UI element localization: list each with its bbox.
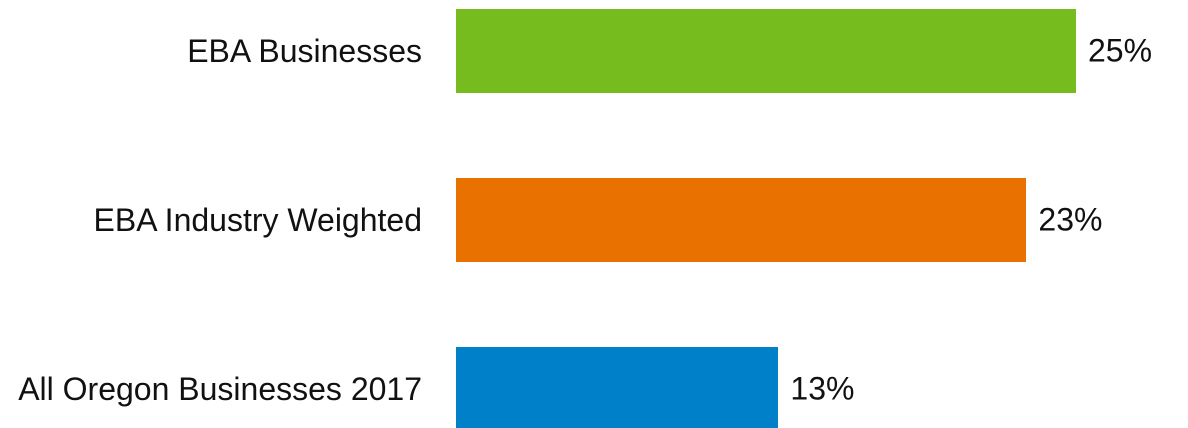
category-label: EBA Businesses xyxy=(187,33,422,69)
value-label: 23% xyxy=(1038,201,1103,238)
value-label: 13% xyxy=(790,370,855,407)
bar xyxy=(456,9,1076,93)
category-label: EBA Industry Weighted xyxy=(93,202,422,238)
category-label: All Oregon Businesses 2017 xyxy=(18,371,422,407)
bar xyxy=(456,347,779,428)
value-label: 25% xyxy=(1088,32,1153,69)
bar xyxy=(456,178,1027,262)
